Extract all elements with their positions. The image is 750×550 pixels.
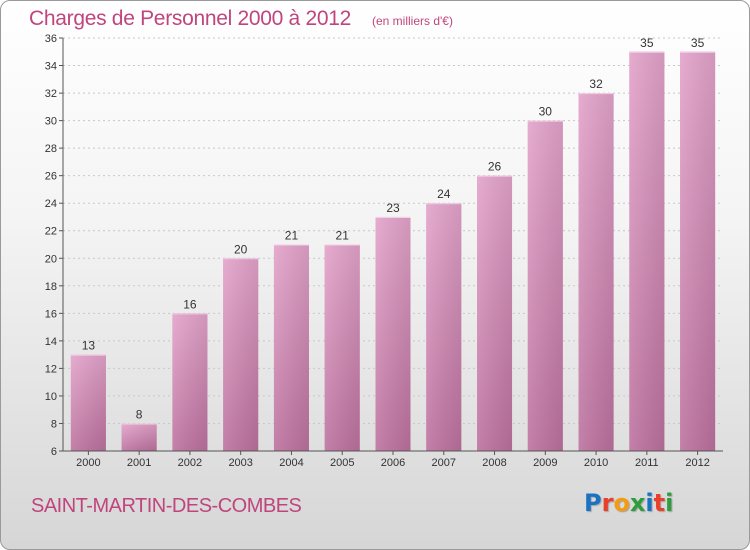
- x-tick-label: 2009: [533, 457, 557, 469]
- value-label: 21: [336, 229, 350, 243]
- logo-letter: i: [645, 489, 654, 517]
- y-tick-label: 20: [45, 253, 57, 265]
- x-tick-label: 2000: [76, 457, 100, 469]
- x-tick-label: 2012: [685, 457, 709, 469]
- y-tick-label: 34: [45, 61, 57, 73]
- y-tick-label: 36: [45, 33, 57, 45]
- bar-shade: [324, 244, 360, 451]
- value-label: 26: [488, 160, 502, 174]
- y-tick-label: 16: [45, 308, 57, 320]
- bar-shade: [680, 51, 716, 452]
- x-tick-label: 2005: [330, 457, 354, 469]
- y-tick-label: 14: [45, 336, 57, 348]
- value-label: 32: [589, 77, 603, 91]
- bar-shade: [70, 354, 106, 451]
- value-label: 35: [691, 36, 705, 50]
- y-tick-label: 22: [45, 226, 57, 238]
- value-label: 13: [82, 339, 96, 353]
- x-tick-label: 2002: [178, 457, 202, 469]
- x-tick-label: 2010: [584, 457, 608, 469]
- bar-shade: [375, 216, 411, 451]
- value-label: 16: [183, 297, 197, 311]
- value-label: 35: [640, 36, 654, 50]
- value-label: 20: [234, 242, 248, 256]
- y-tick-label: 28: [45, 143, 57, 155]
- y-tick-label: 18: [45, 281, 57, 293]
- logo-letter: x: [629, 489, 646, 517]
- bar-shade: [578, 93, 614, 452]
- value-label: 24: [437, 187, 451, 201]
- value-label: 8: [136, 407, 143, 421]
- axis-layer: 6 8 10 12 14 16 18 20 22 24 26 28 30 32 34 36 2000 2001 20…: [45, 33, 723, 469]
- y-tick-label: 10: [45, 391, 57, 403]
- y-tick-label: 24: [45, 198, 57, 210]
- bars-layer: 13 8 16 20 21 21 23 24 26 30 32 35 35: [70, 36, 716, 452]
- logo-letter: r: [601, 489, 614, 517]
- y-tick-label: 32: [45, 88, 57, 100]
- logo-letter: t: [653, 489, 666, 517]
- y-tick-label: 26: [45, 171, 57, 183]
- y-tick-label: 8: [51, 418, 57, 430]
- value-label: 21: [285, 229, 299, 243]
- chart-subtitle: (en milliers d'€): [372, 14, 453, 28]
- logo-letter: i: [665, 489, 674, 517]
- value-label: 23: [386, 201, 400, 215]
- bar-shade: [477, 175, 513, 451]
- bar-shade: [629, 51, 665, 452]
- proxiti-logo[interactable]: Proxiti: [584, 489, 673, 517]
- bar-shade: [172, 313, 208, 451]
- x-tick-label: 2007: [432, 457, 456, 469]
- y-tick-label: 12: [45, 363, 57, 375]
- logo-letter: o: [613, 489, 630, 517]
- value-label: 30: [539, 105, 553, 119]
- x-tick-label: 2003: [228, 457, 252, 469]
- bar-shade: [273, 244, 309, 451]
- chart-title: Charges de Personnel 2000 à 2012: [29, 7, 351, 30]
- bar-shade: [426, 203, 462, 451]
- commune-name: SAINT-MARTIN-DES-COMBES: [31, 495, 302, 517]
- x-tick-label: 2008: [482, 457, 506, 469]
- x-tick-label: 2001: [127, 457, 151, 469]
- x-tick-label: 2006: [381, 457, 405, 469]
- y-tick-label: 6: [51, 446, 57, 458]
- bar-shade: [121, 423, 157, 451]
- bar-shade: [527, 120, 563, 451]
- x-tick-label: 2011: [635, 457, 659, 469]
- logo-letter: P: [584, 489, 602, 517]
- bar-shade: [223, 258, 259, 451]
- y-tick-label: 30: [45, 116, 57, 128]
- x-tick-label: 2004: [279, 457, 303, 469]
